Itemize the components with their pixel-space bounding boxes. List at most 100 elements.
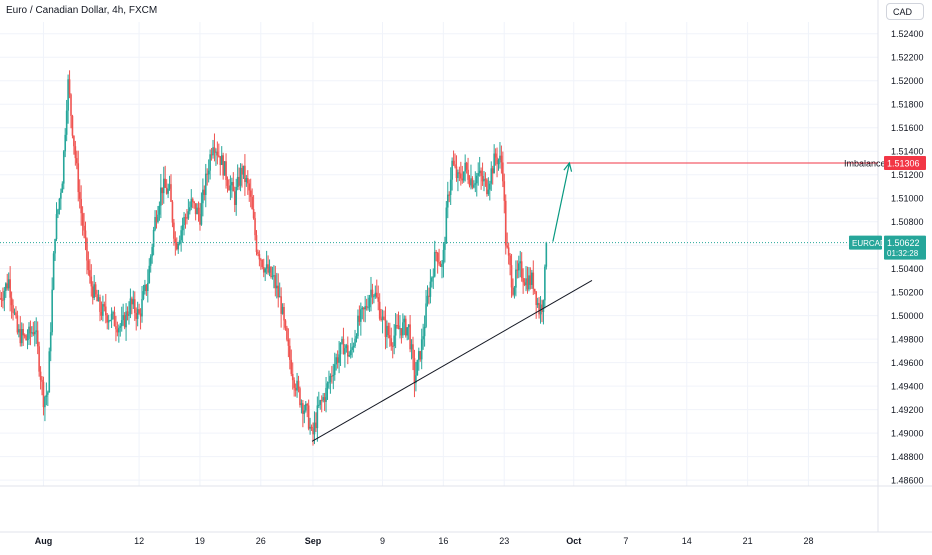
candle-body (19, 329, 22, 344)
candle-body (174, 238, 177, 243)
x-tick-label: 9 (380, 536, 385, 546)
candle-body (91, 286, 94, 298)
candle-body (493, 153, 495, 174)
candle-body (354, 338, 356, 347)
candle-body (291, 373, 294, 381)
candle-body (96, 294, 98, 302)
candle-body (262, 267, 265, 273)
candle-body (51, 289, 53, 333)
candle-body (99, 297, 101, 312)
projection-arrow[interactable] (552, 162, 570, 242)
candle-body (151, 247, 153, 257)
candle-body (328, 381, 330, 384)
candle-body (138, 309, 140, 314)
candle-body (399, 328, 401, 330)
candle-body (358, 315, 361, 322)
candle-body (318, 404, 320, 406)
candle-body (322, 397, 324, 401)
candle-body (431, 277, 433, 282)
candle-body (102, 304, 104, 316)
candle-body (529, 275, 532, 285)
candle-body (123, 315, 126, 328)
candle-body (413, 358, 416, 384)
trend-line[interactable] (311, 279, 593, 442)
candle-body (531, 272, 533, 285)
candle-body (477, 173, 480, 176)
candle-body (213, 147, 216, 153)
candle-body (36, 330, 39, 347)
candle-body (390, 338, 393, 346)
candle-body (255, 235, 258, 252)
arrow-head-icon (563, 161, 573, 172)
candle-body (329, 375, 332, 382)
candle-body (449, 179, 452, 195)
candle-body (267, 264, 269, 273)
candle-body (403, 318, 406, 323)
candle-body (538, 302, 540, 315)
candle-body (13, 312, 16, 314)
candle-body (202, 189, 204, 204)
candle-body (387, 325, 390, 336)
candle-body (268, 266, 271, 273)
currency-selector[interactable]: CAD (886, 3, 924, 20)
candle-body (135, 312, 138, 319)
candle-body (517, 263, 520, 271)
candle-body (187, 211, 190, 219)
x-tick-label: 21 (743, 536, 753, 546)
candle-body (362, 307, 365, 310)
candle-body (367, 307, 369, 309)
candle-body (191, 198, 194, 202)
candle-body (165, 187, 168, 194)
candle-body (160, 187, 162, 206)
candle-body (196, 207, 198, 215)
candle-body (41, 379, 43, 382)
candle-body (115, 326, 117, 330)
candle-body (404, 318, 407, 336)
candle-body (81, 213, 84, 226)
candle-body (310, 426, 313, 429)
candle-body (16, 315, 19, 333)
candle-body (286, 327, 288, 340)
candle-body (383, 316, 385, 320)
candle-body (113, 312, 116, 327)
candle-body (120, 320, 123, 327)
candle-body (64, 134, 67, 152)
x-tick-label: 28 (803, 536, 813, 546)
candle-body (435, 252, 437, 254)
candle-body (136, 309, 139, 319)
candle-body (304, 404, 307, 411)
candle-body (426, 295, 429, 304)
candle-body (475, 175, 478, 184)
last-price-tag (884, 235, 926, 260)
imbalance-price-tag (884, 155, 926, 170)
candle-body (10, 297, 13, 306)
candle-body (545, 242, 548, 267)
candle-body (249, 190, 252, 197)
candle-body (55, 214, 58, 240)
candle-body (507, 247, 510, 256)
candle-body (154, 217, 156, 230)
candle-body (533, 288, 536, 292)
candle-body (290, 359, 293, 374)
candle-body (97, 297, 100, 302)
candle-body (478, 170, 481, 174)
candle-body (510, 265, 513, 288)
candle-body (491, 168, 494, 174)
candle-body (149, 256, 152, 266)
candle-body (58, 198, 61, 210)
candle-body (7, 279, 10, 289)
candle-body (274, 275, 277, 289)
x-tick-label: 16 (438, 536, 448, 546)
candle-body (486, 179, 488, 195)
candle-body (515, 269, 517, 288)
candle-body (525, 278, 527, 286)
candle-body (270, 266, 272, 277)
candle-body (542, 300, 545, 313)
candle-body (457, 172, 459, 179)
candle-body (462, 171, 465, 181)
candle-body (215, 151, 217, 153)
candle-body (349, 350, 352, 356)
candle-body (129, 298, 132, 315)
